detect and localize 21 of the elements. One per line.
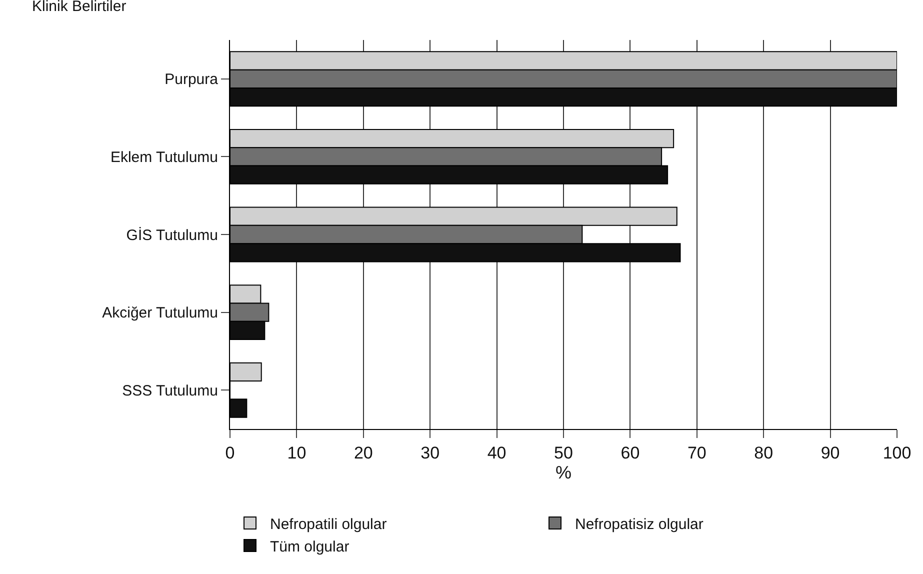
x-tick-label: 60 xyxy=(620,443,640,462)
x-tick-label: 100 xyxy=(882,443,912,462)
y-axis-title: Klinik Belirtiler xyxy=(32,0,126,15)
legend-label: Tüm olgular xyxy=(270,538,350,556)
y-tick-label: GİS Tutulumu xyxy=(126,226,218,244)
y-tick-label: SSS Tutulumu xyxy=(122,382,218,400)
y-tick-label: Akciğer Tutulumu xyxy=(102,304,218,322)
x-tick-label: 20 xyxy=(354,443,373,462)
x-tick-label: 30 xyxy=(420,443,440,462)
x-tick-label: 40 xyxy=(487,443,506,462)
x-tick-label: 90 xyxy=(820,443,840,462)
x-axis-title: % xyxy=(555,462,572,482)
y-tick-label: Purpura xyxy=(164,71,219,88)
x-tick-label: 50 xyxy=(554,443,573,462)
x-tick-label: 80 xyxy=(754,443,774,462)
legend-label: Nefropatili olgular xyxy=(270,516,387,533)
y-tick-label: Eklem Tutulumu xyxy=(110,148,218,166)
x-tick-label: 0 xyxy=(225,443,235,462)
x-tick-label: 70 xyxy=(687,443,706,462)
legend-label: Nefropatisiz olgular xyxy=(575,516,704,533)
x-tick-label: 10 xyxy=(287,443,306,462)
